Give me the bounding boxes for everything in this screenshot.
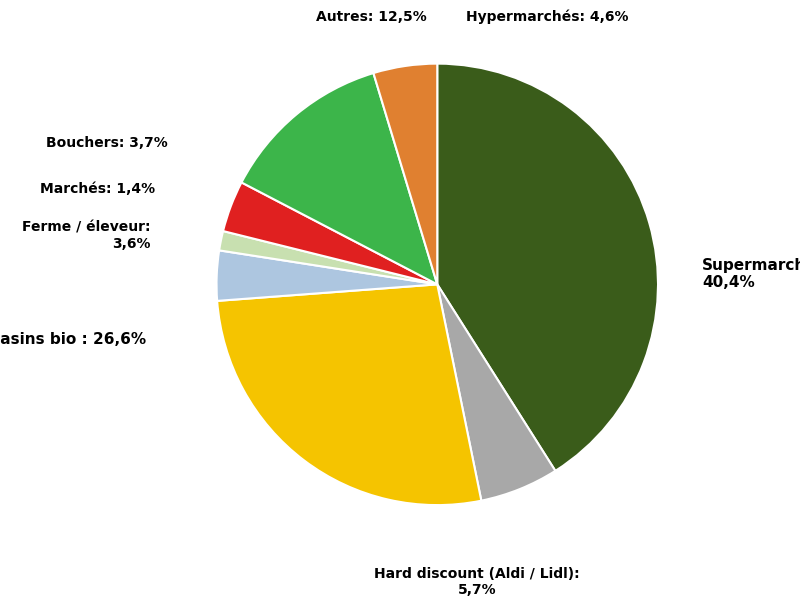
Text: Autres: 12,5%: Autres: 12,5% [316, 10, 426, 24]
Text: Supermarchés:
40,4%: Supermarchés: 40,4% [702, 257, 800, 290]
Text: Magasins bio : 26,6%: Magasins bio : 26,6% [0, 332, 146, 347]
Wedge shape [219, 231, 438, 285]
Wedge shape [438, 64, 658, 471]
Text: Hard discount (Aldi / Lidl):
5,7%: Hard discount (Aldi / Lidl): 5,7% [374, 567, 580, 597]
Wedge shape [242, 73, 438, 285]
Wedge shape [223, 183, 438, 285]
Wedge shape [374, 64, 438, 285]
Text: Bouchers: 3,7%: Bouchers: 3,7% [46, 136, 168, 150]
Wedge shape [438, 285, 555, 500]
Text: Ferme / éleveur:
3,6%: Ferme / éleveur: 3,6% [22, 221, 150, 251]
Text: Hypermarchés: 4,6%: Hypermarchés: 4,6% [466, 10, 629, 24]
Wedge shape [217, 285, 482, 505]
Wedge shape [217, 250, 438, 301]
Text: Marchés: 1,4%: Marchés: 1,4% [40, 183, 154, 197]
